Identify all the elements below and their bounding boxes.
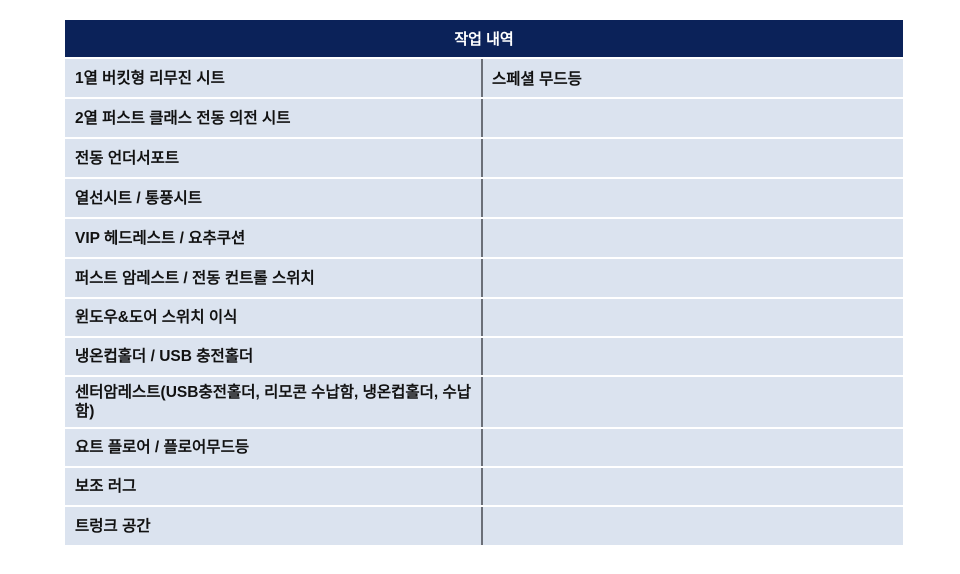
work-item: 열선시트 / 통풍시트 — [65, 179, 483, 217]
work-item: 요트 플로어 / 플로어무드등 — [65, 429, 483, 466]
work-item: 전동 언더서포트 — [65, 139, 483, 177]
work-item: 윈도우&도어 스위치 이식 — [65, 299, 483, 336]
work-item-extra — [483, 468, 903, 505]
work-item-extra: 스페셜 무드등 — [492, 71, 582, 88]
table-row: 전동 언더서포트 — [65, 137, 903, 177]
table-row: 퍼스트 암레스트 / 전동 컨트롤 스위치 — [65, 257, 903, 297]
work-item-extra — [483, 259, 903, 297]
work-item: 1열 버킷형 리무진 시트 — [65, 59, 483, 97]
work-item-extra — [483, 299, 903, 336]
table-row: 2열 퍼스트 클래스 전동 의전 시트 — [65, 97, 903, 137]
work-item-extra — [483, 219, 903, 257]
work-item-extra — [483, 507, 903, 545]
work-item-extra — [483, 377, 903, 427]
work-item: 보조 러그 — [65, 468, 483, 505]
work-item-extra — [483, 139, 903, 177]
work-history-table: 작업 내역 1열 버킷형 리무진 시트 스페셜 무드등 2열 퍼스트 클래스 전동 … — [65, 20, 903, 545]
work-item: 트렁크 공간 — [65, 507, 483, 545]
work-item-extra — [483, 179, 903, 217]
table-row: VIP 헤드레스트 / 요추쿠션 — [65, 217, 903, 257]
table-row: 윈도우&도어 스위치 이식 — [65, 297, 903, 336]
work-item-extra — [483, 99, 903, 137]
work-item: 2열 퍼스트 클래스 전동 의전 시트 — [65, 99, 483, 137]
table-row: 1열 버킷형 리무진 시트 스페셜 무드등 — [65, 57, 903, 97]
table-row: 센터암레스트(USB충전홀더, 리모콘 수납함, 냉온컵홀더, 수납함) — [65, 375, 903, 427]
table-row: 트렁크 공간 — [65, 505, 903, 545]
table-row: 냉온컵홀더 / USB 충전홀더 — [65, 336, 903, 375]
work-item-extra — [483, 338, 903, 375]
work-item: 퍼스트 암레스트 / 전동 컨트롤 스위치 — [65, 259, 483, 297]
table-row: 열선시트 / 통풍시트 — [65, 177, 903, 217]
work-item: 센터암레스트(USB충전홀더, 리모콘 수납함, 냉온컵홀더, 수납함) — [65, 377, 483, 427]
work-item: VIP 헤드레스트 / 요추쿠션 — [65, 219, 483, 257]
table-row: 요트 플로어 / 플로어무드등 — [65, 427, 903, 466]
table-row: 보조 러그 — [65, 466, 903, 505]
work-item-extra — [483, 429, 903, 466]
work-item: 냉온컵홀더 / USB 충전홀더 — [65, 338, 483, 375]
table-header: 작업 내역 — [65, 20, 903, 57]
